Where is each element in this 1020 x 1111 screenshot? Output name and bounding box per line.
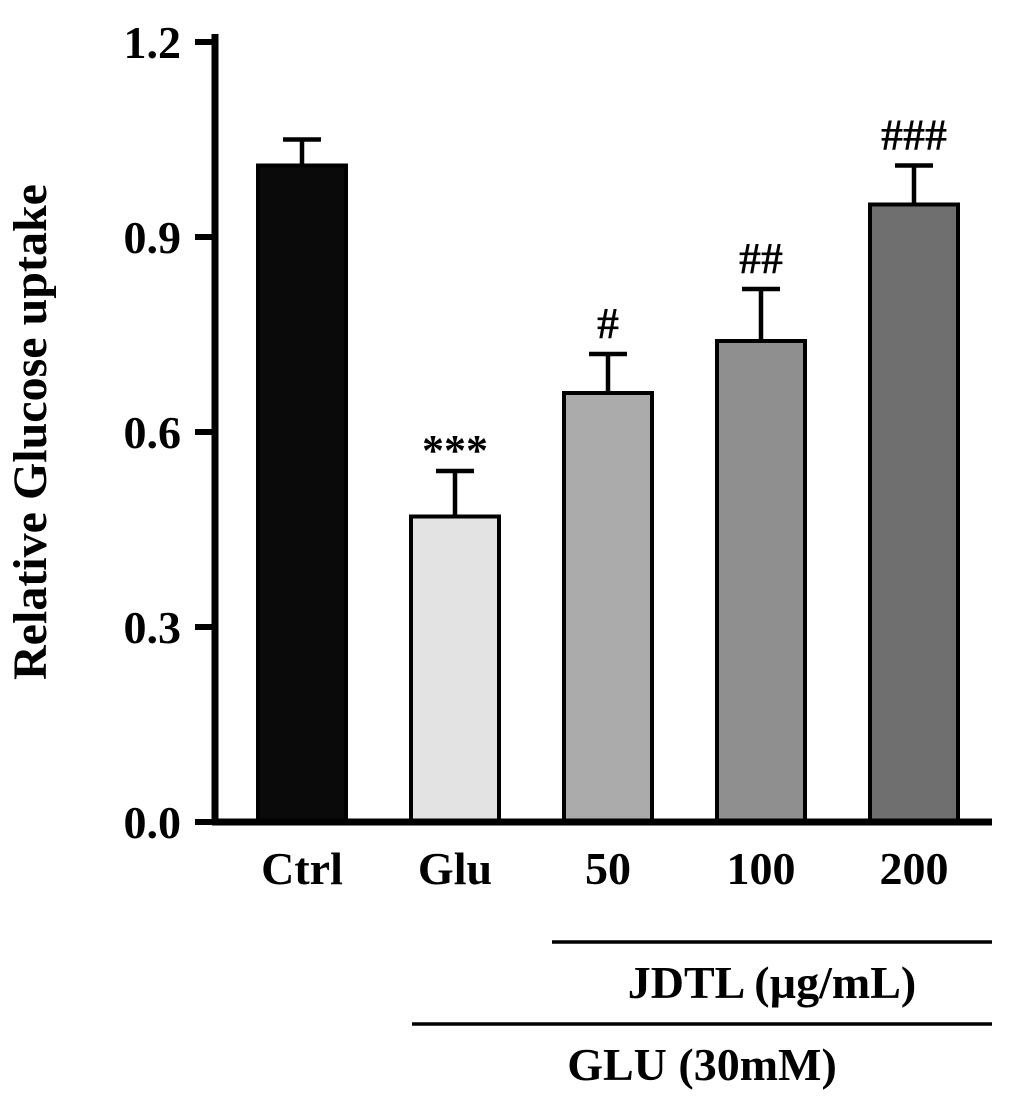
y-tick-label-0.0: 0.0 [124, 797, 182, 848]
bar-50 [562, 391, 654, 824]
significance-marker-100: ## [739, 234, 783, 283]
bar-200 [868, 202, 960, 824]
group-annotation-label-0: JDTL (µg/mL) [628, 957, 916, 1008]
significance-marker-Glu: *** [422, 426, 488, 475]
y-tick-label-0.3: 0.3 [124, 602, 182, 653]
y-axis-label: Relative Glucose uptake [4, 184, 57, 680]
y-tick-label-1.2: 1.2 [124, 17, 182, 68]
group-annotation-label-1: GLU (30mM) [567, 1039, 837, 1090]
x-tick-label-200: 200 [880, 843, 949, 894]
y-tick-label-0.6: 0.6 [124, 407, 182, 458]
bar-Ctrl [256, 163, 348, 824]
x-tick-label-50: 50 [585, 843, 631, 894]
x-tick-label-Ctrl: Ctrl [261, 843, 343, 894]
x-tick-label-Glu: Glu [418, 843, 492, 894]
x-tick-label-100: 100 [727, 843, 796, 894]
significance-marker-50: # [597, 299, 619, 348]
y-tick-label-0.9: 0.9 [124, 212, 182, 263]
significance-marker-200: ### [881, 111, 947, 160]
bar-Glu [409, 514, 501, 824]
bar-100 [715, 339, 807, 824]
